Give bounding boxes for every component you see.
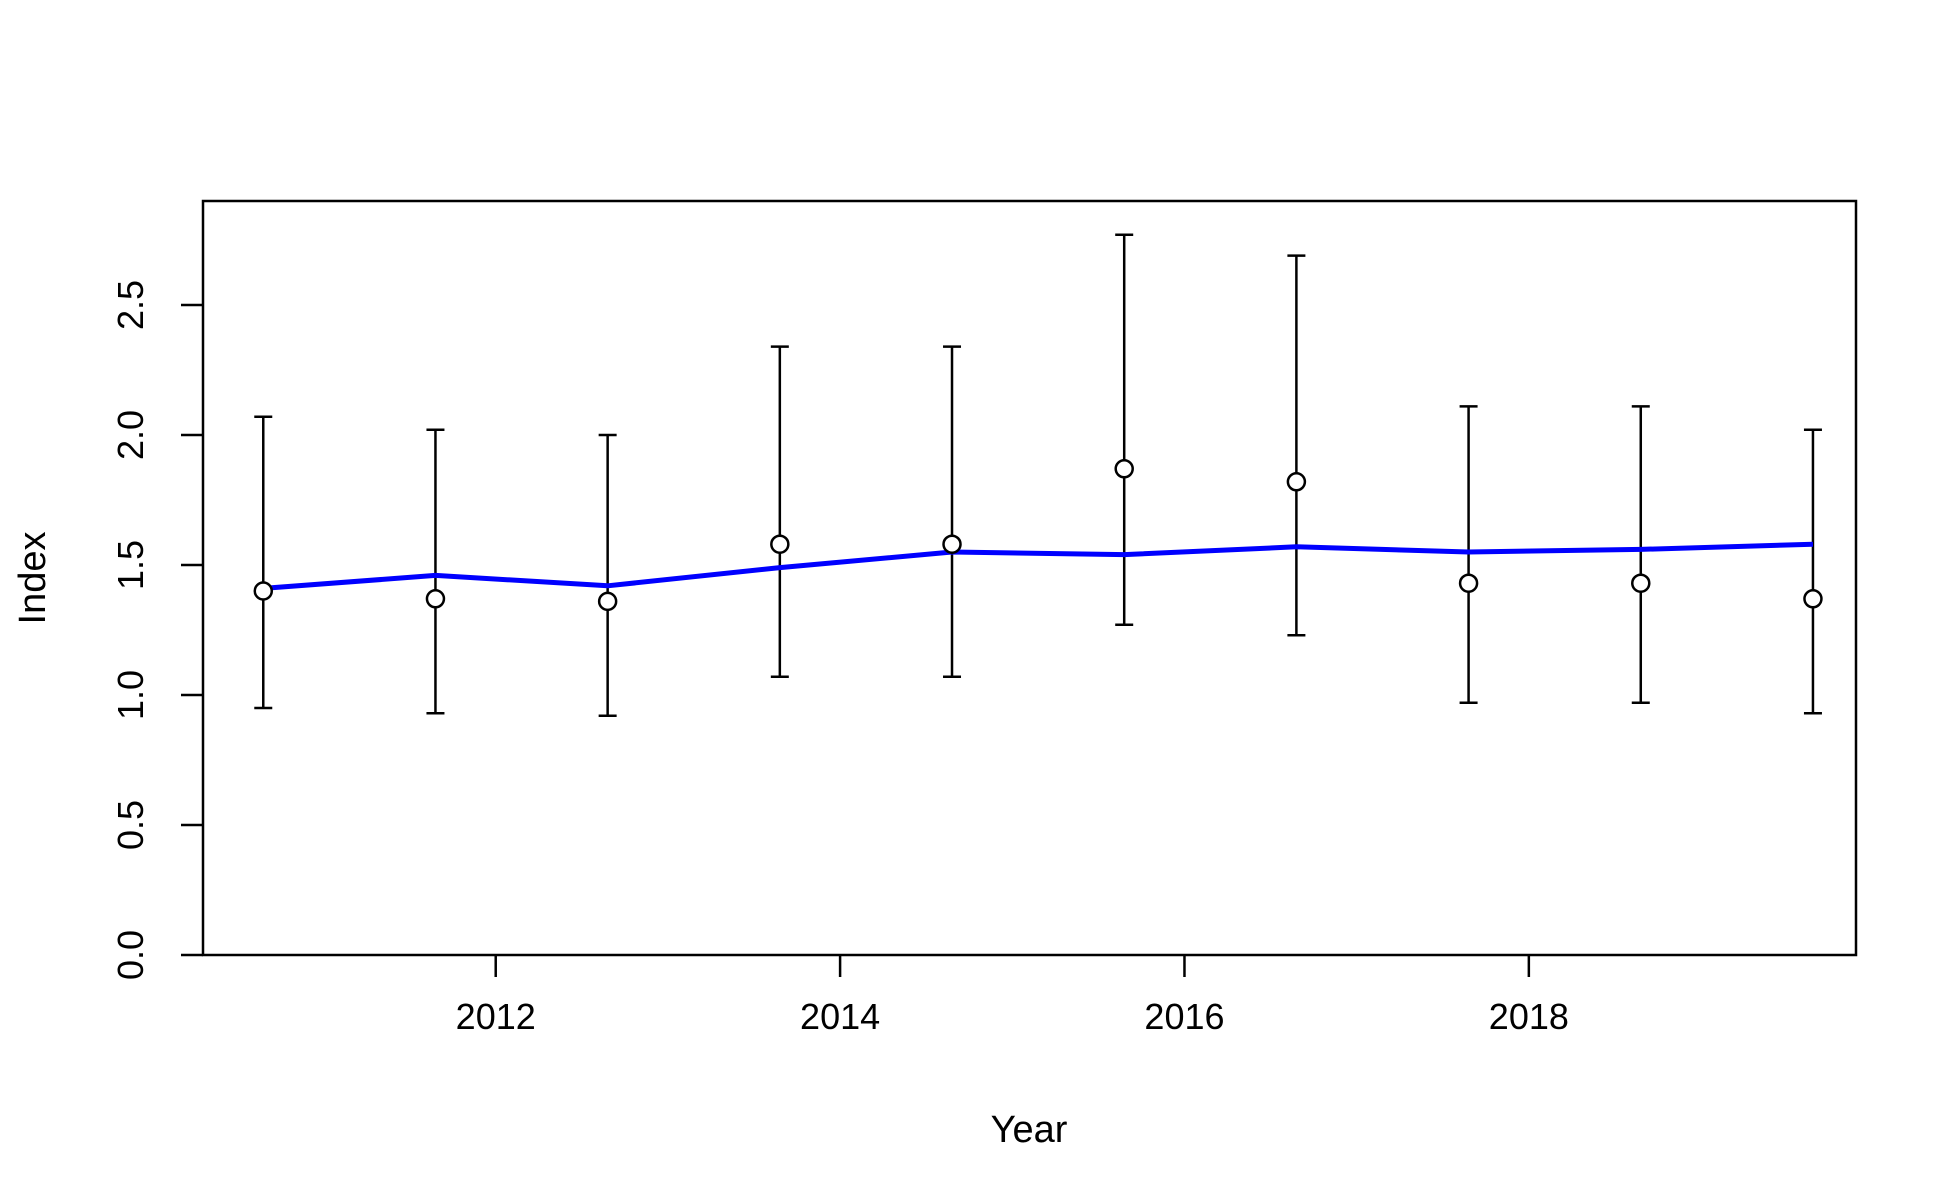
x-axis-title: Year: [991, 1109, 1068, 1151]
y-tick-label: 2.5: [110, 280, 151, 330]
y-tick-label: 0.5: [110, 800, 151, 850]
error-bars: [254, 233, 1822, 718]
data-point: [942, 534, 962, 554]
data-point: [1286, 472, 1307, 492]
y-axis: 0.0 0.5 1.0 1.5 2.0 2.5: [110, 280, 203, 980]
data-point: [770, 534, 790, 554]
x-tick-label: 2012: [456, 996, 536, 1037]
fitted-series-line: [263, 541, 1814, 591]
data-point: [1631, 573, 1651, 593]
y-axis-title: Index: [12, 532, 54, 625]
fitted-line: [263, 541, 1814, 591]
x-tick-label: 2014: [800, 996, 880, 1037]
plot-frame: [201, 199, 1858, 957]
data-point: [1803, 589, 1823, 609]
observed-points: [253, 459, 1823, 612]
x-tick-label: 2018: [1489, 996, 1569, 1037]
y-tick-label: 1.5: [110, 540, 151, 590]
data-point: [425, 589, 446, 609]
data-point: [1114, 459, 1134, 479]
data-point: [253, 581, 274, 601]
x-tick-label: 2016: [1144, 996, 1224, 1037]
x-axis: 2012 2014 2016 2018: [456, 955, 1569, 1037]
y-tick-label: 0.0: [110, 930, 151, 980]
y-tick-label: 1.0: [110, 670, 151, 720]
y-tick-label: 2.0: [110, 410, 151, 460]
data-point: [1458, 573, 1479, 593]
data-point: [597, 591, 618, 612]
